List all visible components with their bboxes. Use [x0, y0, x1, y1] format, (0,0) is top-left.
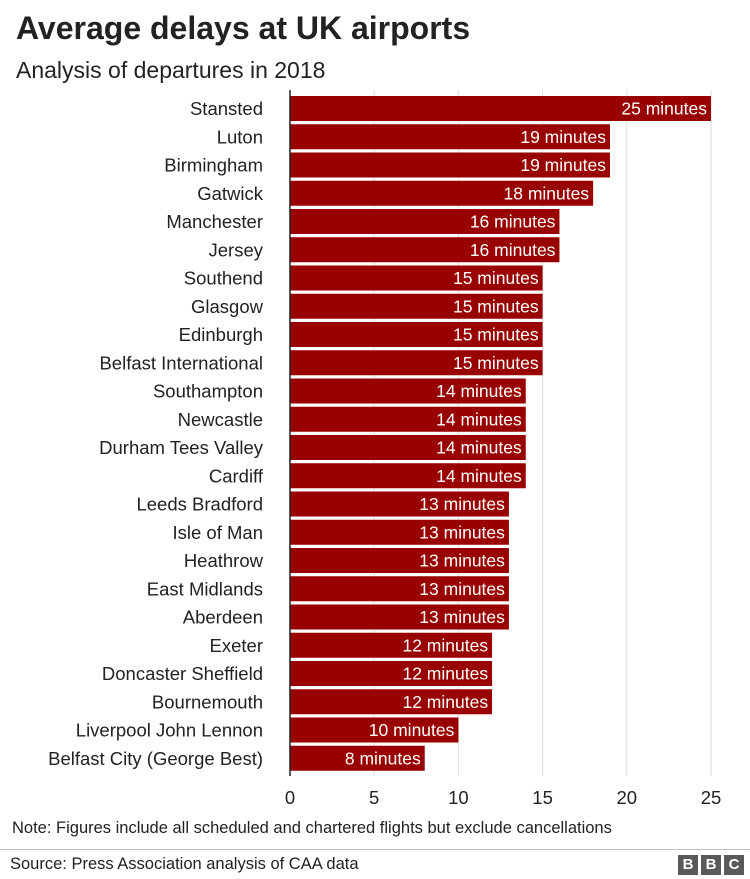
- x-tick-label: 0: [285, 787, 295, 808]
- bar: [290, 378, 526, 404]
- category-label: Exeter: [210, 635, 263, 656]
- bar: [290, 96, 711, 121]
- bar: [290, 519, 509, 545]
- bar: [290, 717, 459, 743]
- bar-value-label: 15 minutes: [453, 268, 539, 288]
- category-label: Gatwick: [197, 183, 264, 204]
- chart-source: Source: Press Association analysis of CA…: [10, 855, 359, 873]
- bar: [290, 237, 560, 263]
- bar: [290, 632, 493, 658]
- bar-value-label: 12 minutes: [402, 664, 488, 684]
- chart-note: Note: Figures include all scheduled and …: [12, 819, 612, 837]
- chart-subtitle: Analysis of departures in 2018: [16, 57, 326, 83]
- bar: [290, 745, 425, 771]
- category-label: Heathrow: [184, 550, 264, 571]
- bar: [290, 124, 610, 150]
- bbc-logo: B B C: [678, 855, 744, 875]
- category-label: Belfast City (George Best): [48, 748, 263, 769]
- bar: [290, 576, 509, 602]
- bar: [290, 435, 526, 460]
- logo-letter: B: [701, 855, 721, 875]
- bar-value-label: 12 minutes: [402, 635, 488, 655]
- category-labels: Stansted Luton Birmingham Gatwick Manchester…: [48, 98, 264, 769]
- category-label: Glasgow: [191, 296, 264, 317]
- category-label: Cardiff: [209, 465, 264, 486]
- bar-value-label: 18 minutes: [504, 183, 590, 203]
- bar: [290, 661, 493, 686]
- bar-value-label: 16 minutes: [470, 212, 556, 232]
- category-label: Southend: [184, 268, 263, 289]
- bar: [290, 209, 560, 234]
- x-tick-label: 5: [369, 787, 379, 808]
- bar-value-label: 13 minutes: [419, 607, 505, 627]
- bar-value-label: 16 minutes: [470, 240, 556, 260]
- category-label: Luton: [217, 126, 263, 147]
- category-label: Manchester: [166, 211, 263, 232]
- bar: [290, 604, 509, 630]
- bars: 25 minutes 19 minutes 19 minutes 18 minutes…: [290, 96, 711, 771]
- bar-value-label: 19 minutes: [520, 155, 606, 175]
- bar-value-label: 25 minutes: [621, 99, 707, 119]
- x-tick-label: 15: [532, 787, 553, 808]
- category-label: Jersey: [209, 239, 264, 260]
- bar: [290, 463, 526, 489]
- bar-value-label: 8 minutes: [345, 748, 421, 768]
- bar-chart: 25 minutes 19 minutes 19 minutes 18 minutes…: [48, 90, 721, 808]
- x-axis: 0 5 10 15 20 25: [285, 90, 721, 808]
- bar: [290, 322, 543, 347]
- bar-value-label: 14 minutes: [436, 438, 522, 458]
- category-label: Doncaster Sheffield: [102, 663, 263, 684]
- bar-value-label: 14 minutes: [436, 466, 522, 486]
- bar-value-label: 13 minutes: [419, 579, 505, 599]
- bar: [290, 689, 493, 715]
- footer-divider: [0, 849, 750, 850]
- bar: [290, 180, 594, 206]
- bar: [290, 152, 610, 178]
- category-label: Leeds Bradford: [136, 494, 263, 515]
- category-label: Birmingham: [164, 155, 263, 176]
- x-tick-label: 10: [448, 787, 469, 808]
- bar-value-label: 19 minutes: [520, 127, 606, 147]
- chart-title: Average delays at UK airports: [16, 10, 471, 46]
- category-label: Newcastle: [178, 409, 263, 430]
- bar-value-label: 13 minutes: [419, 494, 505, 514]
- category-label: Isle of Man: [173, 522, 264, 543]
- category-label: Durham Tees Valley: [99, 437, 264, 458]
- category-label: Bournemouth: [152, 691, 263, 712]
- bar: [290, 265, 543, 291]
- bar: [290, 406, 526, 432]
- bar-value-label: 15 minutes: [453, 353, 539, 373]
- category-label: Aberdeen: [183, 607, 263, 628]
- bar: [290, 293, 543, 319]
- bar: [290, 548, 509, 573]
- bar-value-label: 15 minutes: [453, 296, 539, 316]
- bar-value-label: 13 minutes: [419, 551, 505, 571]
- category-label: Belfast International: [99, 352, 263, 373]
- x-tick-label: 20: [617, 787, 638, 808]
- category-label: Southampton: [153, 381, 263, 402]
- bar-value-label: 12 minutes: [402, 692, 488, 712]
- bar-value-label: 13 minutes: [419, 522, 505, 542]
- category-label: Liverpool John Lennon: [76, 720, 263, 741]
- bar-value-label: 10 minutes: [369, 720, 455, 740]
- bar: [290, 350, 543, 376]
- bar-value-label: 14 minutes: [436, 381, 522, 401]
- bar-value-label: 15 minutes: [453, 325, 539, 345]
- x-tick-label: 25: [701, 787, 722, 808]
- logo-letter: C: [724, 855, 744, 875]
- bar: [290, 491, 509, 517]
- category-label: East Midlands: [147, 578, 263, 599]
- category-label: Edinburgh: [179, 324, 263, 345]
- logo-letter: B: [678, 855, 698, 875]
- category-label: Stansted: [190, 98, 263, 119]
- bar-value-label: 14 minutes: [436, 409, 522, 429]
